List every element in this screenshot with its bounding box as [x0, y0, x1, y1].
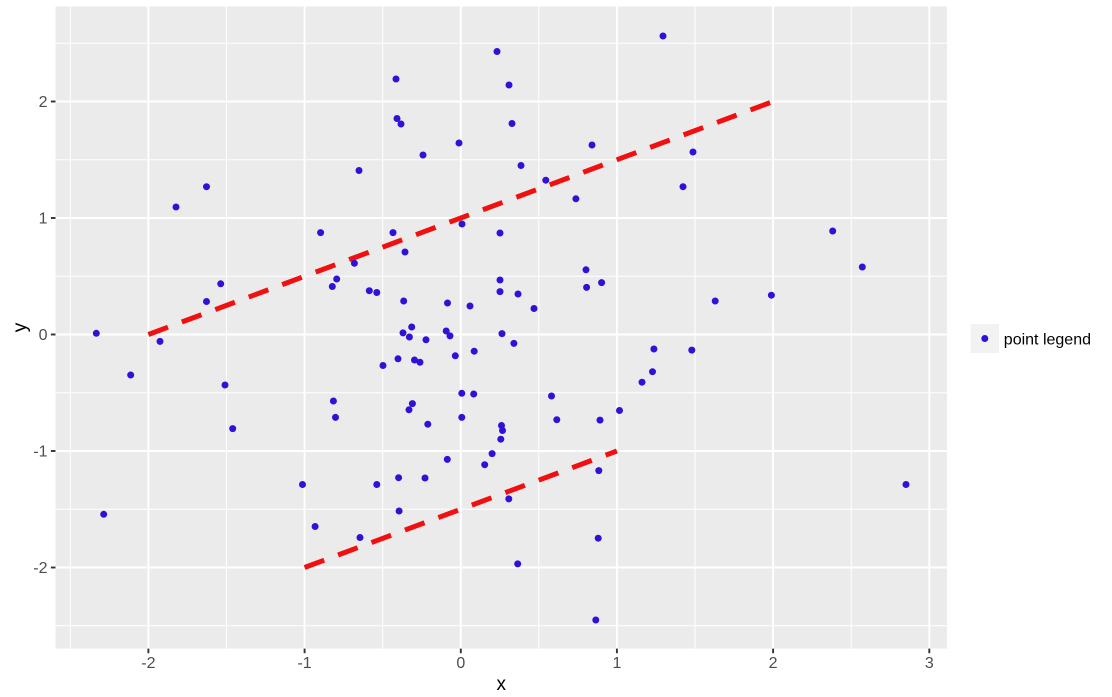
- svg-text:3: 3: [925, 655, 934, 672]
- svg-text:0: 0: [39, 327, 48, 344]
- svg-text:-1: -1: [33, 444, 47, 461]
- svg-text:x: x: [497, 674, 507, 695]
- svg-text:-2: -2: [141, 655, 155, 672]
- svg-text:0: 0: [456, 655, 465, 672]
- svg-text:y: y: [10, 322, 31, 332]
- svg-text:1: 1: [39, 211, 48, 228]
- svg-text:-1: -1: [297, 655, 311, 672]
- svg-text:-2: -2: [33, 560, 47, 577]
- svg-text:2: 2: [39, 94, 48, 111]
- svg-text:1: 1: [612, 655, 621, 672]
- svg-text:point legend: point legend: [1004, 332, 1091, 349]
- svg-text:2: 2: [769, 655, 778, 672]
